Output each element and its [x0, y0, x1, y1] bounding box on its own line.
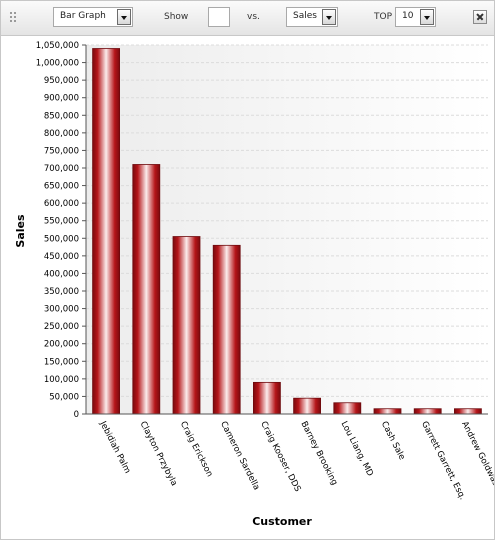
chart-toolbar: Bar Graph Show vs. Sales TOP 10	[1, 1, 494, 36]
y-tick-label: 1,050,000	[36, 41, 79, 51]
y-tick-label: 300,000	[44, 305, 79, 315]
x-tick-label: Clayton Przybyla	[138, 420, 179, 488]
top-count-value: 10	[402, 11, 414, 21]
x-tick-label: Andrew Goldwasser	[459, 420, 494, 500]
bar[interactable]	[333, 402, 362, 415]
chart-type-value: Bar Graph	[60, 11, 106, 21]
show-input[interactable]	[208, 7, 230, 27]
chart-type-select[interactable]: Bar Graph	[53, 7, 133, 27]
y-tick-label: 1,000,000	[36, 59, 79, 69]
y-tick-label: 250,000	[44, 322, 79, 332]
x-tick-label: Barney Brooking	[298, 420, 339, 487]
top-label: TOP	[374, 12, 393, 22]
x-tick-label: Cash Sale	[379, 420, 407, 462]
x-axis-title: Customer	[252, 515, 312, 528]
y-tick-label: 600,000	[44, 199, 79, 209]
y-tick-label: 750,000	[44, 146, 79, 156]
bar[interactable]	[92, 48, 120, 415]
chevron-down-icon[interactable]	[117, 9, 131, 25]
x-tick-label: Jebidiah Palm	[97, 419, 132, 475]
y-tick-label: 50,000	[49, 392, 79, 402]
bar[interactable]	[212, 244, 241, 415]
y-tick-label: 550,000	[44, 217, 79, 227]
chevron-down-icon[interactable]	[420, 9, 434, 25]
y-tick-label: 150,000	[44, 357, 79, 367]
close-icon[interactable]	[473, 10, 487, 24]
y-tick-label: 350,000	[44, 287, 79, 297]
y-tick-label: 0	[74, 410, 79, 420]
bar[interactable]	[453, 408, 482, 415]
y-axis-title: Sales	[14, 214, 27, 248]
y-tick-label: 800,000	[44, 129, 79, 139]
sales-bar-chart: 0 50,000 100,000 150,000 200,000 250,000 300,0…	[14, 41, 494, 528]
y-tick-label: 400,000	[44, 269, 79, 279]
measure-value: Sales	[293, 11, 317, 21]
x-tick-label: Craig Erickson	[178, 420, 215, 479]
top-count-select[interactable]: 10	[395, 7, 436, 27]
show-label: Show	[164, 12, 189, 22]
drag-handle-icon[interactable]	[10, 12, 18, 24]
x-tick-label: Cameron Sardella	[218, 420, 261, 492]
bar[interactable]	[293, 397, 322, 415]
x-tick-label: Lou Liang, MD	[339, 420, 375, 479]
y-tick-label: 100,000	[44, 375, 79, 385]
y-tick-label: 950,000	[44, 76, 79, 86]
x-tick-label: Craig Kooser, DDS	[258, 420, 302, 494]
y-tick-label: 500,000	[44, 234, 79, 244]
bar[interactable]	[172, 236, 201, 415]
y-tick-label: 650,000	[44, 182, 79, 192]
y-tick-label: 900,000	[44, 94, 79, 104]
bar[interactable]	[413, 408, 442, 415]
bar[interactable]	[252, 381, 281, 415]
chevron-down-icon[interactable]	[322, 9, 336, 25]
bar[interactable]	[373, 408, 402, 415]
vs-label: vs.	[247, 12, 260, 22]
y-tick-label: 850,000	[44, 111, 79, 121]
y-tick-label: 450,000	[44, 252, 79, 262]
measure-select[interactable]: Sales	[286, 7, 338, 27]
y-tick-label: 200,000	[44, 340, 79, 350]
bar[interactable]	[132, 164, 161, 415]
y-tick-label: 700,000	[44, 164, 79, 174]
x-tick-label: Garrett Garrett, Esq.	[419, 420, 467, 502]
